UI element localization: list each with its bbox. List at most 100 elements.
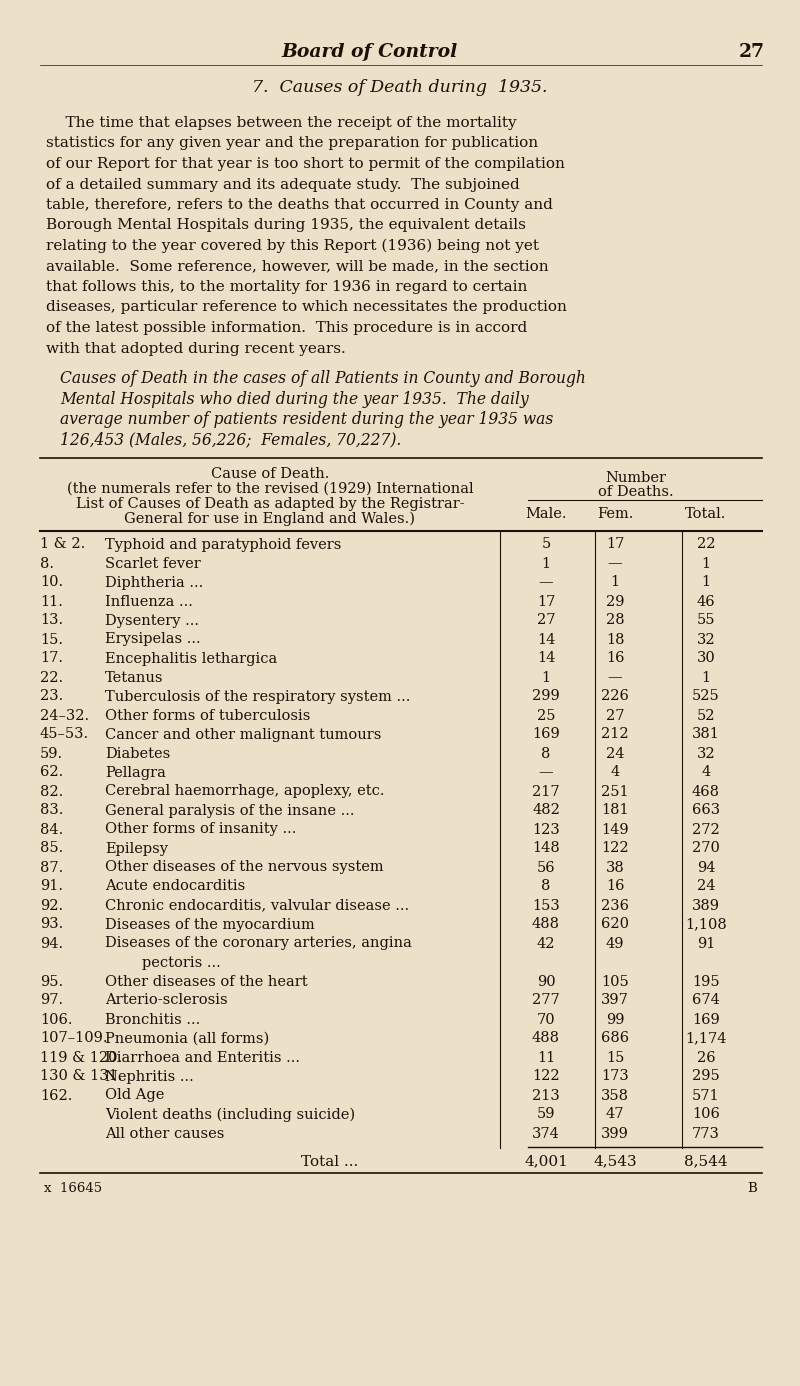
Text: 1,174: 1,174 [686, 1031, 726, 1045]
Text: 1,108: 1,108 [685, 918, 727, 931]
Text: 488: 488 [532, 918, 560, 931]
Text: 16: 16 [606, 651, 624, 665]
Text: Other diseases of the nervous system: Other diseases of the nervous system [105, 861, 384, 875]
Text: 8: 8 [542, 747, 550, 761]
Text: 397: 397 [601, 994, 629, 1008]
Text: 8: 8 [542, 880, 550, 894]
Text: 251: 251 [601, 784, 629, 798]
Text: 16: 16 [606, 880, 624, 894]
Text: 122: 122 [601, 841, 629, 855]
Text: 99: 99 [606, 1013, 624, 1027]
Text: Pellagra: Pellagra [105, 765, 166, 779]
Text: 59: 59 [537, 1107, 555, 1121]
Text: 46: 46 [697, 595, 715, 608]
Text: 169: 169 [532, 728, 560, 742]
Text: 571: 571 [692, 1088, 720, 1102]
Text: 8,544: 8,544 [684, 1155, 728, 1168]
Text: Dysentery ...: Dysentery ... [105, 614, 199, 628]
Text: 24–32.: 24–32. [40, 708, 89, 722]
Text: 42: 42 [537, 937, 555, 951]
Text: 488: 488 [532, 1031, 560, 1045]
Text: 27: 27 [606, 708, 624, 722]
Text: 8.: 8. [40, 557, 54, 571]
Text: 1: 1 [542, 671, 550, 685]
Text: 226: 226 [601, 689, 629, 704]
Text: Cerebral haemorrhage, apoplexy, etc.: Cerebral haemorrhage, apoplexy, etc. [105, 784, 385, 798]
Text: 15.: 15. [40, 632, 63, 646]
Text: 119 & 120.: 119 & 120. [40, 1051, 122, 1064]
Text: 181: 181 [601, 804, 629, 818]
Text: Mental Hospitals who died during the year 1935.  The daily: Mental Hospitals who died during the yea… [60, 391, 529, 407]
Text: 17: 17 [606, 538, 624, 552]
Text: 85.: 85. [40, 841, 63, 855]
Text: 32: 32 [697, 632, 715, 646]
Text: 94.: 94. [40, 937, 63, 951]
Text: 1: 1 [702, 575, 710, 589]
Text: 14: 14 [537, 651, 555, 665]
Text: Encephalitis lethargica: Encephalitis lethargica [105, 651, 278, 665]
Text: Violent deaths (including suicide): Violent deaths (including suicide) [105, 1107, 355, 1121]
Text: 17.: 17. [40, 651, 63, 665]
Text: 149: 149 [601, 822, 629, 837]
Text: 236: 236 [601, 898, 629, 912]
Text: that follows this, to the mortality for 1936 in regard to certain: that follows this, to the mortality for … [46, 280, 527, 294]
Text: Cause of Death.: Cause of Death. [211, 467, 329, 481]
Text: 1: 1 [610, 575, 619, 589]
Text: x  16645: x 16645 [44, 1182, 102, 1196]
Text: 4,001: 4,001 [524, 1155, 568, 1168]
Text: 295: 295 [692, 1070, 720, 1084]
Text: Male.: Male. [526, 507, 566, 521]
Text: 4: 4 [610, 765, 620, 779]
Text: 17: 17 [537, 595, 555, 608]
Text: 70: 70 [537, 1013, 555, 1027]
Text: The time that elapses between the receipt of the mortality: The time that elapses between the receip… [46, 116, 517, 130]
Text: 27: 27 [537, 614, 555, 628]
Text: Tetanus: Tetanus [105, 671, 163, 685]
Text: Typhoid and paratyphoid fevers: Typhoid and paratyphoid fevers [105, 538, 342, 552]
Text: 45–53.: 45–53. [40, 728, 89, 742]
Text: 23.: 23. [40, 689, 63, 704]
Text: 7.  Causes of Death during  1935.: 7. Causes of Death during 1935. [252, 79, 548, 97]
Text: Epilepsy: Epilepsy [105, 841, 168, 855]
Text: statistics for any given year and the preparation for publication: statistics for any given year and the pr… [46, 136, 538, 151]
Text: table, therefore, refers to the deaths that occurred in County and: table, therefore, refers to the deaths t… [46, 198, 553, 212]
Text: 22.: 22. [40, 671, 63, 685]
Text: 27: 27 [739, 43, 765, 61]
Text: 106: 106 [692, 1107, 720, 1121]
Text: relating to the year covered by this Report (1936) being not yet: relating to the year covered by this Rep… [46, 238, 539, 254]
Text: Pneumonia (all forms): Pneumonia (all forms) [105, 1031, 270, 1045]
Text: average number of patients resident during the year 1935 was: average number of patients resident duri… [60, 412, 554, 428]
Text: of our Report for that year is too short to permit of the compilation: of our Report for that year is too short… [46, 157, 565, 170]
Text: 49: 49 [606, 937, 624, 951]
Text: B: B [747, 1182, 757, 1196]
Text: 1: 1 [702, 671, 710, 685]
Text: 1: 1 [542, 557, 550, 571]
Text: 299: 299 [532, 689, 560, 704]
Text: 62.: 62. [40, 765, 63, 779]
Text: 106.: 106. [40, 1013, 73, 1027]
Text: 525: 525 [692, 689, 720, 704]
Text: Other forms of tuberculosis: Other forms of tuberculosis [105, 708, 310, 722]
Text: 93.: 93. [40, 918, 63, 931]
Text: Nephritis ...: Nephritis ... [105, 1070, 194, 1084]
Text: 105: 105 [601, 974, 629, 988]
Text: Scarlet fever: Scarlet fever [105, 557, 201, 571]
Text: 123: 123 [532, 822, 560, 837]
Text: Diphtheria ...: Diphtheria ... [105, 575, 203, 589]
Text: 94: 94 [697, 861, 715, 875]
Text: 24: 24 [697, 880, 715, 894]
Text: 4: 4 [702, 765, 710, 779]
Text: 87.: 87. [40, 861, 63, 875]
Text: 13.: 13. [40, 614, 63, 628]
Text: General for use in England and Wales.): General for use in England and Wales.) [125, 511, 415, 527]
Text: 24: 24 [606, 747, 624, 761]
Text: Acute endocarditis: Acute endocarditis [105, 880, 246, 894]
Text: 169: 169 [692, 1013, 720, 1027]
Text: 38: 38 [606, 861, 624, 875]
Text: Bronchitis ...: Bronchitis ... [105, 1013, 200, 1027]
Text: 32: 32 [697, 747, 715, 761]
Text: Arterio-sclerosis: Arterio-sclerosis [105, 994, 228, 1008]
Text: 686: 686 [601, 1031, 629, 1045]
Text: 82.: 82. [40, 784, 63, 798]
Text: 18: 18 [606, 632, 624, 646]
